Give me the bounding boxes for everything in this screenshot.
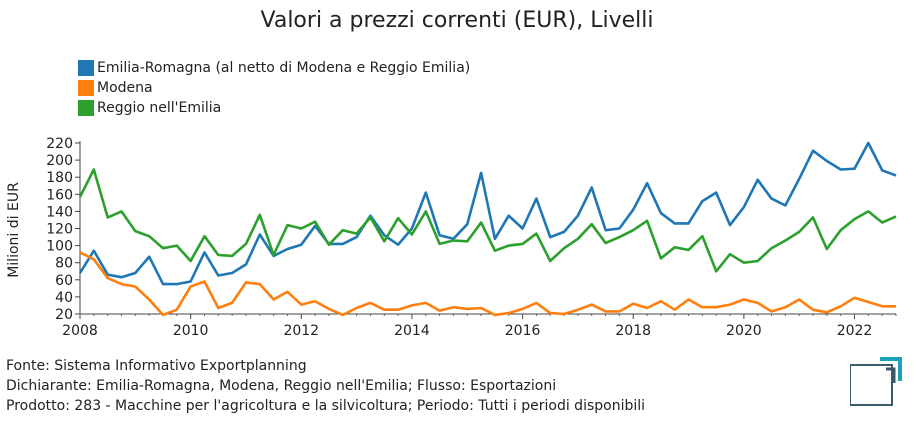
legend-item-modena[interactable]: Modena	[78, 78, 470, 98]
y-tick-label: 120	[46, 222, 73, 238]
legend-label-emilia-romagna: Emilia-Romagna (al netto di Modena e Reg…	[97, 60, 471, 76]
y-tick-label: 80	[55, 256, 73, 272]
footer-declarant: Dichiarante: Emilia-Romagna, Modena, Reg…	[6, 378, 557, 394]
legend-swatch-emilia-romagna	[78, 60, 94, 76]
legend-item-reggio-emilia[interactable]: Reggio nell'Emilia	[78, 98, 470, 118]
x-tick-label: 2014	[394, 323, 430, 339]
legend-label-reggio-emilia: Reggio nell'Emilia	[97, 100, 222, 116]
x-tick-label: 2010	[173, 323, 209, 339]
y-tick-label: 200	[46, 153, 73, 169]
x-tick-label: 2016	[505, 323, 541, 339]
series-line-modena[interactable]	[79, 251, 896, 317]
y-tick-label: 20	[55, 307, 73, 323]
x-tick-label: 2012	[283, 323, 319, 339]
chart-footer: Fonte: Sistema Informativo Exportplannin…	[6, 356, 645, 416]
x-tick-label: 2008	[62, 323, 98, 339]
y-tick-label: 180	[46, 170, 73, 186]
legend-swatch-reggio-emilia	[78, 100, 94, 116]
y-tick-label: 100	[46, 239, 73, 255]
y-tick-label: 160	[46, 187, 73, 203]
chart-title: Valori a prezzi correnti (EUR), Livelli	[260, 8, 654, 33]
series-line-emilia-romagna[interactable]	[78, 141, 897, 286]
series-layer	[78, 141, 897, 317]
legend-item-emilia-romagna[interactable]: Emilia-Romagna (al netto di Modena e Reg…	[78, 58, 470, 78]
y-axis-label: Milioni di EUR	[6, 182, 22, 278]
y-tick-label: 220	[46, 136, 73, 152]
y-tick-label: 40	[55, 290, 73, 306]
x-tick-label: 2022	[837, 323, 873, 339]
x-tick-label: 2018	[615, 323, 651, 339]
series-line-reggio-emilia[interactable]	[78, 168, 897, 273]
x-tick-label: 2020	[726, 323, 762, 339]
chart-legend: Emilia-Romagna (al netto di Modena e Reg…	[78, 58, 470, 118]
y-tick-label: 140	[46, 204, 73, 220]
footer-product: Prodotto: 283 - Macchine per l'agricoltu…	[6, 398, 646, 414]
legend-swatch-modena	[78, 80, 94, 96]
legend-label-modena: Modena	[97, 80, 153, 96]
footer-source: Fonte: Sistema Informativo Exportplannin…	[6, 358, 307, 374]
y-tick-label: 60	[55, 273, 73, 289]
exportplanning-logo-icon	[850, 357, 902, 406]
